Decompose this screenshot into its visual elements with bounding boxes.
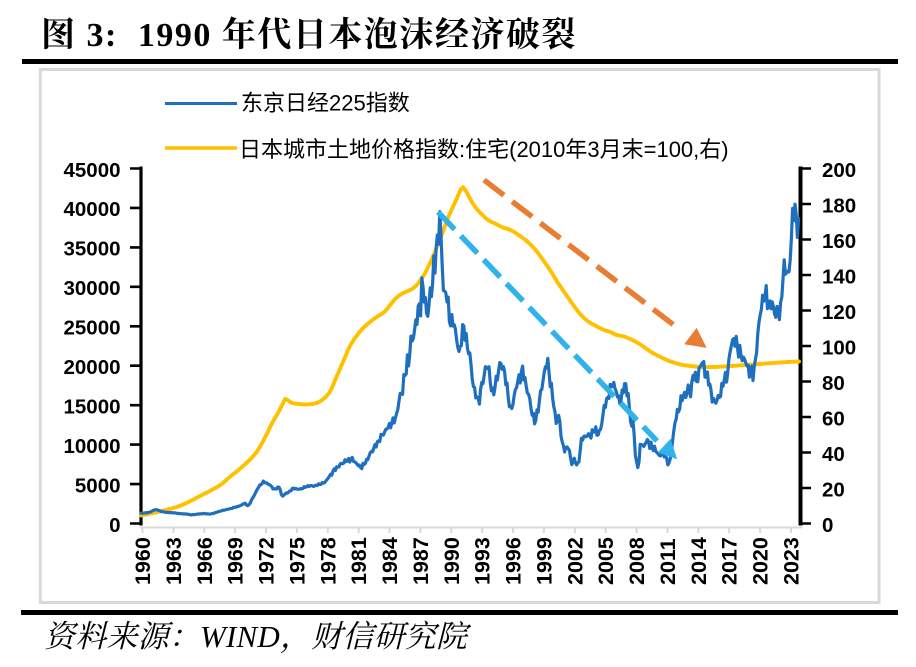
svg-text:20: 20 xyxy=(822,478,845,501)
svg-text:2005: 2005 xyxy=(594,537,618,585)
svg-text:1981: 1981 xyxy=(347,537,371,585)
svg-text:1999: 1999 xyxy=(532,537,556,585)
svg-text:45000: 45000 xyxy=(63,159,120,182)
svg-text:1966: 1966 xyxy=(193,537,217,585)
svg-text:1972: 1972 xyxy=(255,537,279,585)
svg-text:0: 0 xyxy=(822,514,833,537)
svg-text:15000: 15000 xyxy=(63,396,120,419)
svg-text:1996: 1996 xyxy=(502,537,526,585)
svg-text:1987: 1987 xyxy=(409,537,433,585)
svg-text:1960: 1960 xyxy=(131,537,155,585)
svg-text:日本城市土地价格指数:住宅(2010年3月末=100,右): 日本城市土地价格指数:住宅(2010年3月末=100,右) xyxy=(239,137,729,162)
svg-text:1975: 1975 xyxy=(285,537,309,585)
svg-text:20000: 20000 xyxy=(63,356,120,379)
svg-text:2017: 2017 xyxy=(718,537,742,585)
svg-text:1984: 1984 xyxy=(378,537,402,585)
svg-text:60: 60 xyxy=(822,407,845,430)
svg-text:120: 120 xyxy=(822,301,856,324)
svg-text:2011: 2011 xyxy=(656,538,680,585)
svg-text:2023: 2023 xyxy=(780,537,804,585)
svg-text:0: 0 xyxy=(109,514,120,537)
svg-text:2020: 2020 xyxy=(749,537,773,585)
svg-text:1993: 1993 xyxy=(471,537,495,585)
svg-text:5000: 5000 xyxy=(75,474,121,497)
svg-text:200: 200 xyxy=(822,159,856,182)
svg-text:2014: 2014 xyxy=(687,537,711,585)
svg-text:30000: 30000 xyxy=(63,277,120,300)
svg-text:40: 40 xyxy=(822,443,845,466)
svg-text:2008: 2008 xyxy=(625,537,649,585)
svg-text:东京日经225指数: 东京日经225指数 xyxy=(241,90,410,115)
svg-text:2002: 2002 xyxy=(563,537,587,585)
svg-text:180: 180 xyxy=(822,194,856,217)
svg-text:35000: 35000 xyxy=(63,238,120,261)
svg-text:160: 160 xyxy=(822,230,856,253)
svg-text:10000: 10000 xyxy=(63,435,120,458)
svg-text:1969: 1969 xyxy=(224,537,248,585)
svg-text:100: 100 xyxy=(822,336,856,359)
svg-text:140: 140 xyxy=(822,265,856,288)
svg-text:40000: 40000 xyxy=(63,198,120,221)
svg-text:1963: 1963 xyxy=(162,537,186,585)
svg-text:25000: 25000 xyxy=(63,317,120,340)
svg-text:1978: 1978 xyxy=(316,537,340,585)
svg-text:80: 80 xyxy=(822,372,845,395)
svg-text:1990: 1990 xyxy=(440,537,464,585)
